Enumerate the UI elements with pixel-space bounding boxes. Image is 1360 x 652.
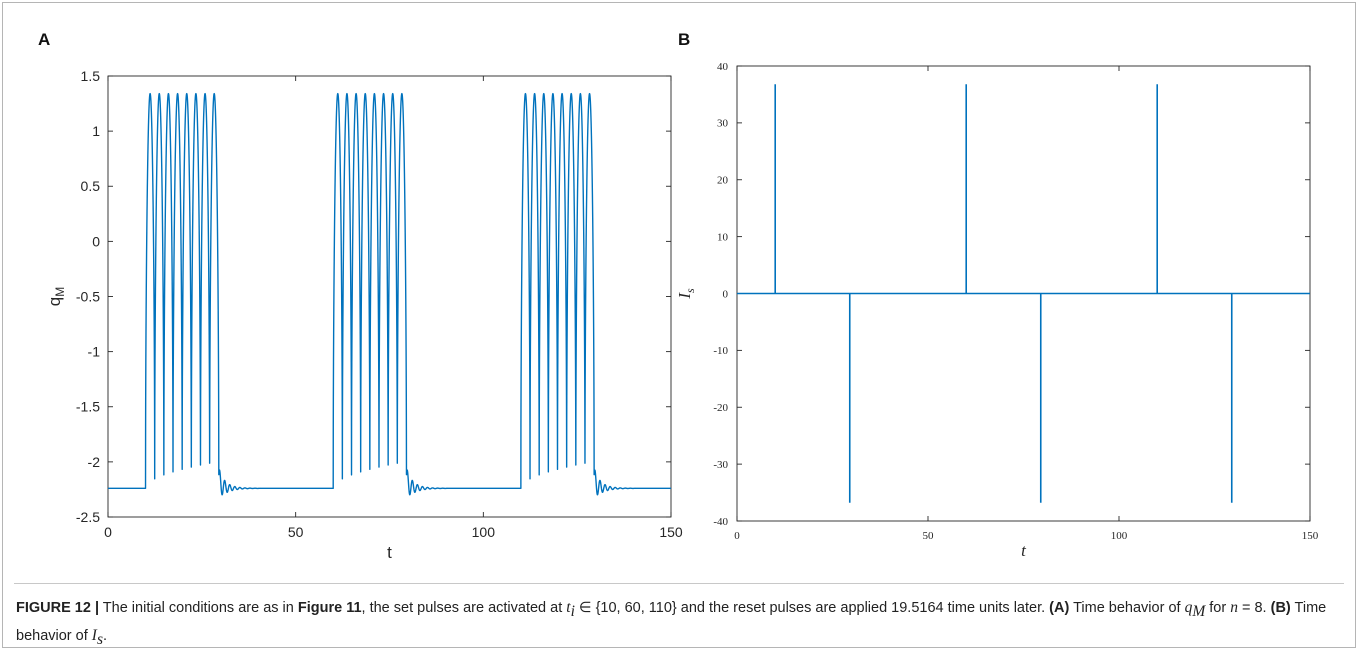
x-tick-label: 50 xyxy=(923,530,935,542)
y-tick-label: -30 xyxy=(713,459,728,471)
caption-text-3: ∈ {10, 60, 110} and the reset pulses are… xyxy=(574,600,1050,616)
y-tick-label: 1.5 xyxy=(81,68,101,84)
caption-text-4: Time behavior of xyxy=(1069,600,1185,616)
x-axis-label: t xyxy=(387,543,392,562)
y-tick-label: -20 xyxy=(713,402,728,414)
y-tick-label: 20 xyxy=(717,175,729,187)
x-tick-label: 100 xyxy=(472,524,496,540)
y-tick-label: 30 xyxy=(717,118,729,130)
caption-text-8: . xyxy=(103,627,108,644)
x-axis-label: t xyxy=(1021,541,1027,560)
caption-label-b: (B) xyxy=(1270,600,1291,616)
y-tick-label: 1 xyxy=(92,123,100,139)
caption-q-var: q xyxy=(1184,599,1193,616)
y-tick-label: -1 xyxy=(88,344,101,360)
figure-caption: FIGURE 12 | The initial conditions are a… xyxy=(16,596,1346,652)
panel-a-letter: A xyxy=(38,30,51,49)
x-tick-label: 0 xyxy=(104,524,112,540)
y-tick-label: -1.5 xyxy=(76,399,100,415)
y-tick-label: 40 xyxy=(717,61,729,73)
caption-label-a: (A) xyxy=(1049,600,1070,616)
caption-text-2: , the set pulses are activated at xyxy=(361,600,567,616)
y-tick-label: -2.5 xyxy=(76,509,100,525)
caption-text-7: Time behavior of xyxy=(16,600,1327,644)
series-line-qm xyxy=(107,92,672,496)
caption-text-5: for xyxy=(1205,600,1231,616)
x-tick-label: 50 xyxy=(288,524,304,540)
y-axis-label: Is xyxy=(675,288,697,300)
caption-text-6: = 8. xyxy=(1237,600,1271,616)
y-axis-label-base: q xyxy=(45,297,64,306)
y-tick-label: 10 xyxy=(717,231,729,243)
y-tick-label: 0 xyxy=(92,233,100,249)
y-tick-label: 0 xyxy=(723,288,729,300)
y-tick-label: -40 xyxy=(713,516,728,528)
y-axis-label-sub: M xyxy=(53,287,67,297)
y-tick-label: -2 xyxy=(88,454,101,470)
x-tick-label: 150 xyxy=(1302,530,1319,542)
caption-ti-var: t xyxy=(566,599,571,616)
caption-ti-sub: i xyxy=(570,602,575,620)
caption-is-sub: s xyxy=(96,630,103,648)
panel-b-letter: B xyxy=(678,30,691,49)
y-tick-label: -10 xyxy=(713,345,728,357)
caption-figure-label: FIGURE 12 | xyxy=(16,600,100,616)
x-tick-label: 0 xyxy=(734,530,740,542)
y-axis-label: qM xyxy=(45,287,67,306)
y-tick-label: -0.5 xyxy=(76,288,100,304)
caption-figure-ref[interactable]: Figure 11 xyxy=(297,600,362,616)
caption-n-var: n xyxy=(1230,599,1238,616)
y-axis-label-base: I xyxy=(675,292,694,300)
x-tick-label: 150 xyxy=(659,524,683,540)
caption-text-1: The initial conditions are as in xyxy=(99,600,298,616)
x-tick-label: 100 xyxy=(1111,530,1128,542)
caption-is-var: I xyxy=(91,626,97,644)
y-axis-label-sub: s xyxy=(683,288,697,293)
caption-divider xyxy=(14,583,1344,584)
y-tick-label: 0.5 xyxy=(81,178,101,194)
caption-q-sub: M xyxy=(1192,602,1206,620)
